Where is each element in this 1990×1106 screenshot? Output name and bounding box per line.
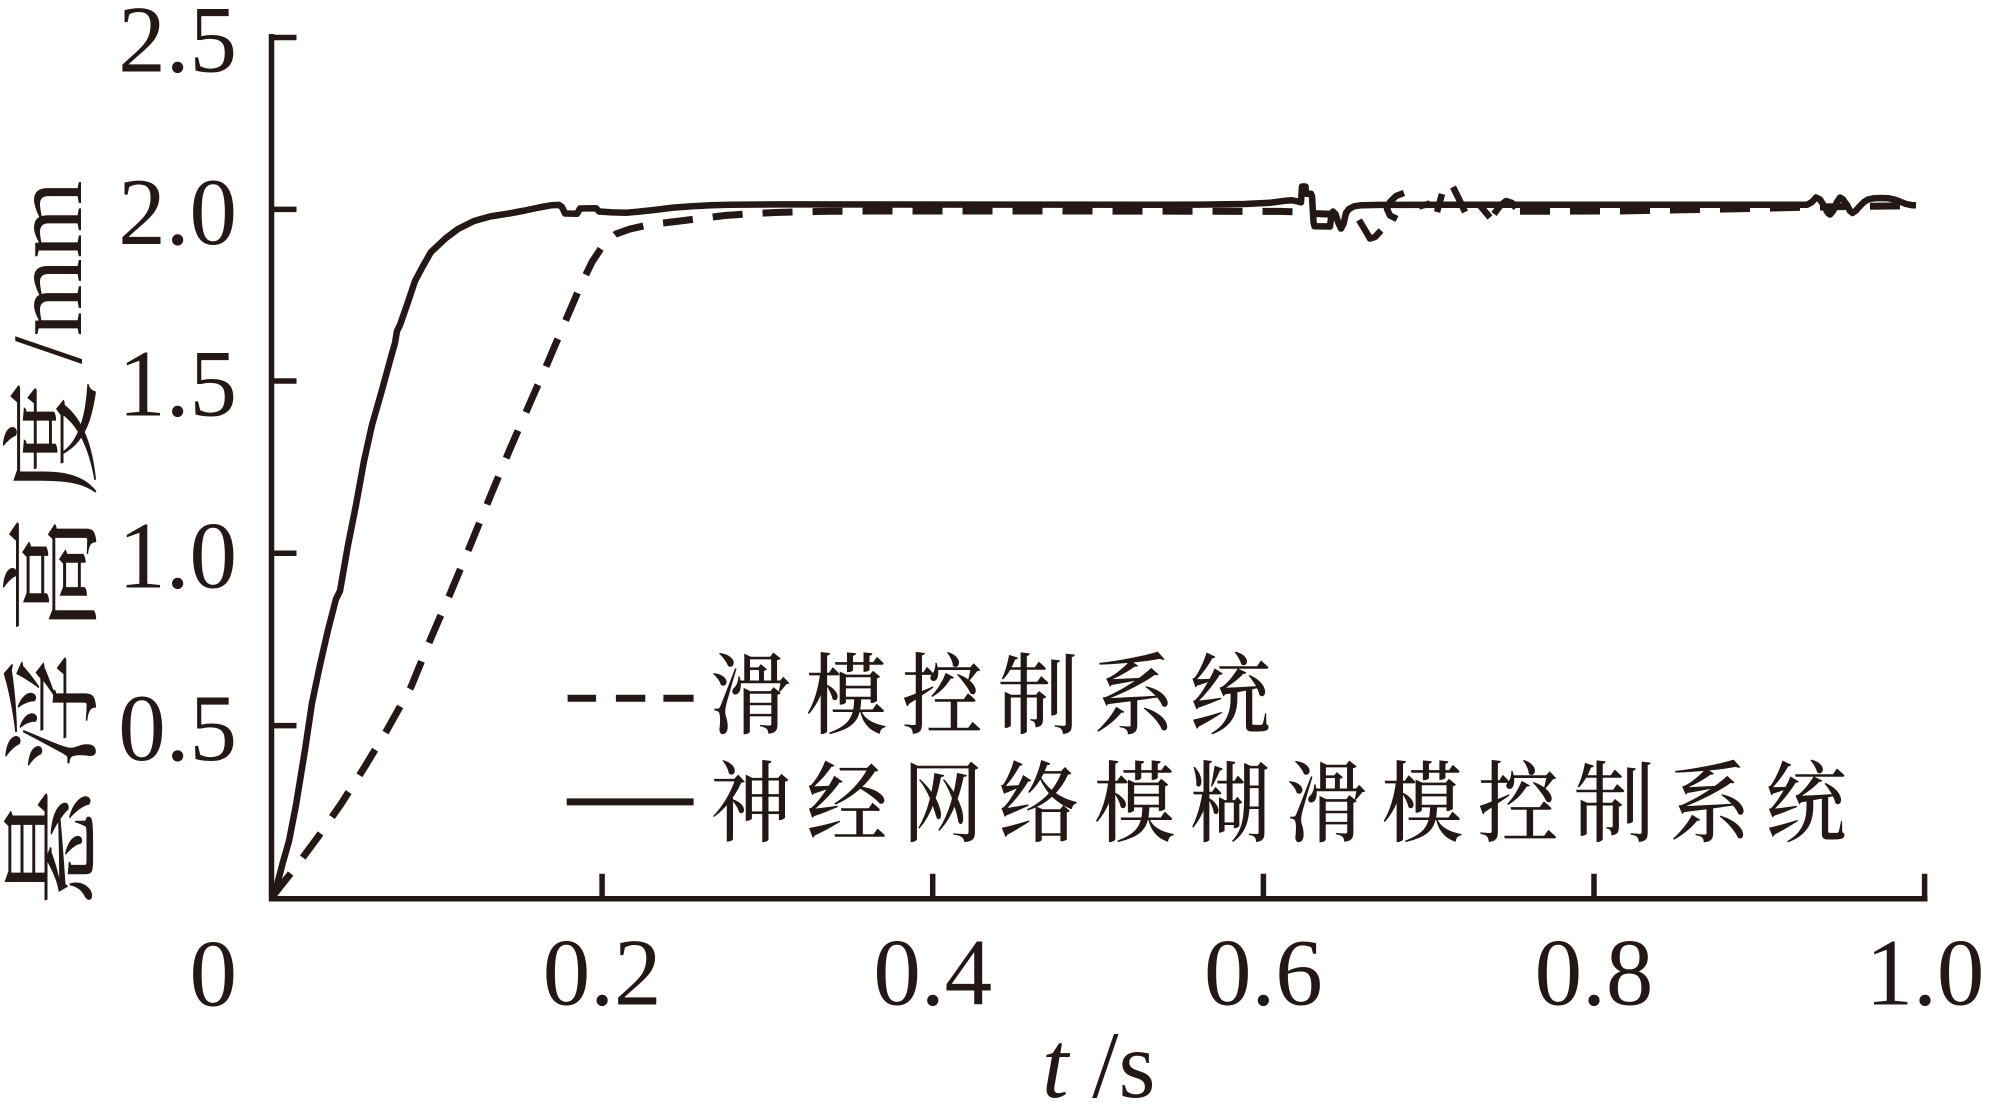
svg-text:0.8: 0.8 [1535, 920, 1654, 1026]
svg-text:0: 0 [190, 921, 238, 1027]
svg-text:2.0: 2.0 [118, 159, 237, 265]
svg-text:1.0: 1.0 [118, 503, 237, 609]
svg-text:0.4: 0.4 [873, 920, 992, 1026]
svg-text:/mm: /mm [0, 181, 103, 364]
svg-text:0.5: 0.5 [118, 675, 237, 781]
svg-text:t /s: t /s [1042, 1012, 1156, 1101]
svg-text:0.6: 0.6 [1204, 920, 1323, 1026]
svg-text:1.5: 1.5 [118, 331, 237, 437]
svg-text:2.5: 2.5 [118, 0, 237, 93]
svg-text:0.2: 0.2 [543, 920, 662, 1026]
svg-text:1.0: 1.0 [1866, 920, 1985, 1026]
